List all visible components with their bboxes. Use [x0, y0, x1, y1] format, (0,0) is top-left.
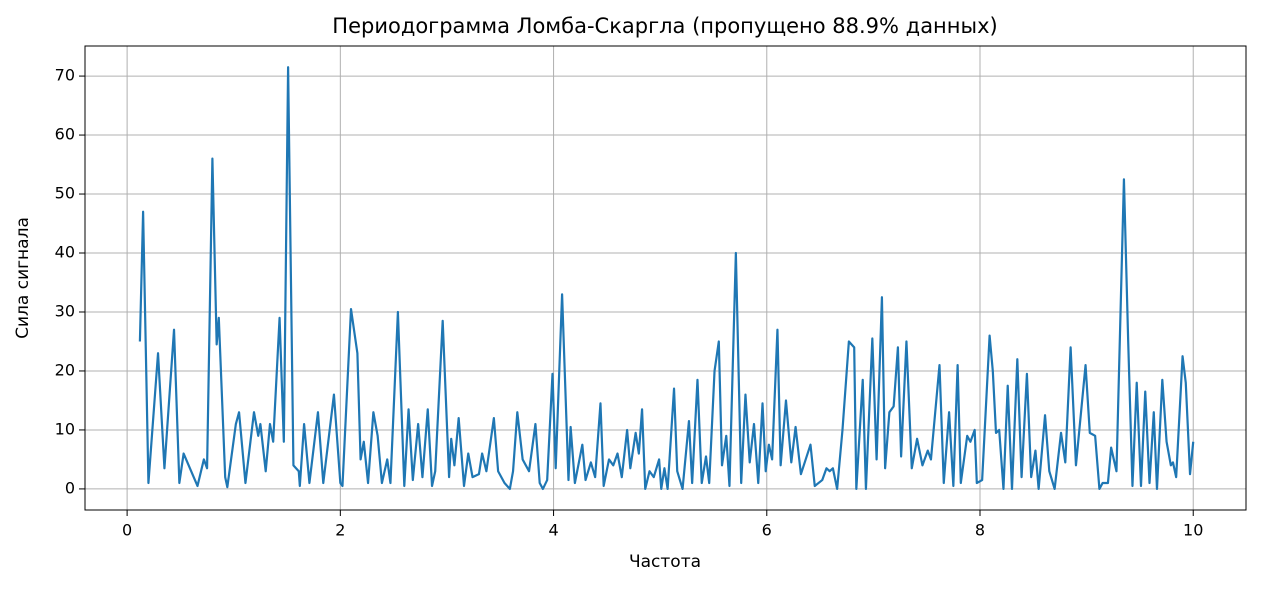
x-tick-label: 8 — [975, 521, 985, 540]
y-tick-label: 60 — [55, 125, 75, 144]
x-tick-label: 10 — [1183, 521, 1203, 540]
y-tick-label: 30 — [55, 301, 75, 320]
x-tick-label: 6 — [762, 521, 772, 540]
y-tick-label: 40 — [55, 243, 75, 262]
y-tick-label: 50 — [55, 184, 75, 203]
plot-frame — [84, 45, 1247, 511]
x-tick-label: 0 — [122, 521, 132, 540]
x-tick-label: 4 — [548, 521, 558, 540]
y-tick-label: 20 — [55, 360, 75, 379]
y-tick-label: 0 — [65, 478, 75, 497]
y-tick-label: 10 — [55, 419, 75, 438]
chart-title: Периодограмма Ломба-Скаргла (пропущено 8… — [332, 14, 997, 38]
y-tick-label: 70 — [55, 66, 75, 85]
y-axis-label: Сила сигнала — [13, 217, 33, 339]
x-tick-label: 2 — [335, 521, 345, 540]
x-axis-label: Частота — [629, 552, 701, 572]
line-series — [138, 66, 1195, 491]
